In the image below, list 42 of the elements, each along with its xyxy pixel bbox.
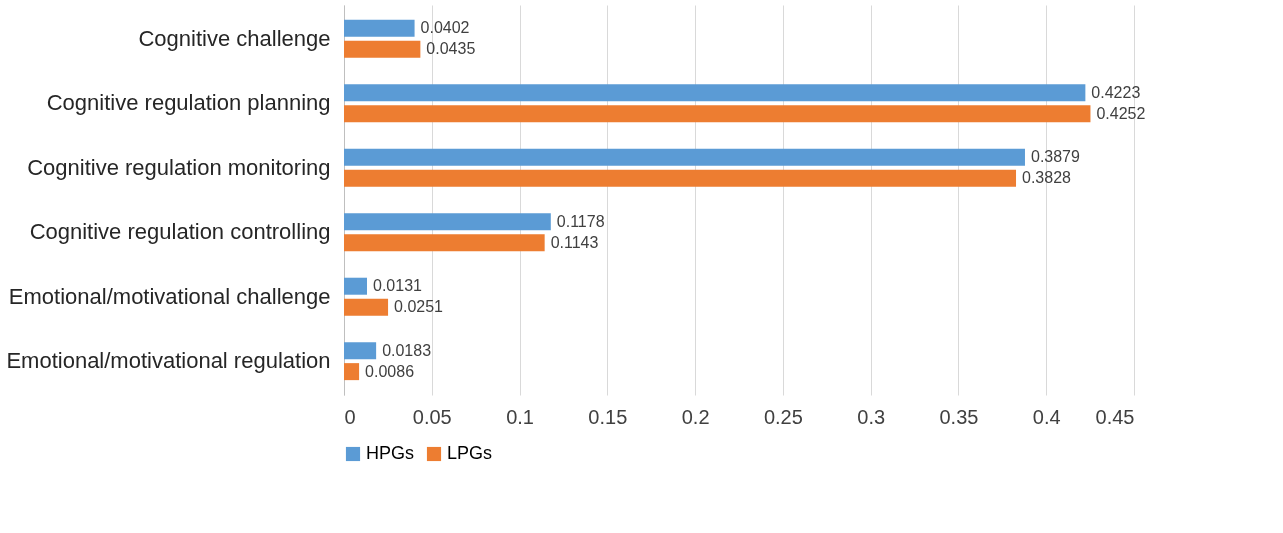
bar	[344, 19, 415, 37]
data-label: 0.3879	[1030, 148, 1081, 166]
x-tick-label: 0.15	[588, 405, 628, 428]
bar	[344, 234, 545, 252]
bar	[344, 298, 389, 316]
y-tick-label: Emotional/motivational regulation	[6, 348, 331, 374]
data-label: 0.3828	[1022, 169, 1072, 187]
bar	[344, 40, 421, 58]
x-tick-label: 0.1	[506, 405, 534, 428]
data-label: 0.0183	[382, 341, 432, 359]
data-label: 0.0435	[426, 40, 476, 58]
y-tick-label: Emotional/motivational challenge	[8, 283, 331, 309]
x-tick-label: 0.35	[939, 405, 979, 428]
x-tick-label: 0.45	[1095, 405, 1135, 428]
bar	[344, 342, 377, 360]
x-tick-label: 0.4	[1032, 405, 1061, 428]
bar	[344, 84, 1086, 102]
data-label: 0.4223	[1091, 83, 1141, 101]
y-tick-label: Cognitive regulation controlling	[29, 219, 331, 245]
data-label: 0.1143	[550, 233, 599, 251]
y-tick-label: Cognitive challenge	[138, 25, 331, 51]
bar	[344, 213, 551, 231]
legend-label: LPGs	[447, 443, 493, 463]
data-label: 0.0086	[365, 362, 415, 380]
x-tick-label: 0.05	[412, 405, 452, 428]
data-label: 0.4252	[1096, 104, 1146, 122]
data-label: 0.0251	[394, 298, 444, 316]
bar	[344, 105, 1091, 123]
y-tick-label: Cognitive regulation planning	[46, 90, 331, 116]
bar	[344, 277, 367, 295]
x-tick-label: 0	[344, 405, 356, 428]
data-label: 0.0402	[420, 19, 470, 37]
bar	[344, 148, 1025, 166]
x-tick-label: 0.25	[763, 405, 803, 428]
bar	[344, 363, 360, 381]
x-tick-label: 0.3	[857, 405, 886, 428]
bar	[344, 169, 1017, 187]
data-label: 0.1178	[556, 212, 605, 230]
data-label: 0.0131	[373, 277, 423, 295]
legend-label: HPGs	[366, 443, 415, 463]
y-tick-label: Cognitive regulation monitoring	[27, 154, 331, 180]
x-tick-label: 0.2	[681, 405, 710, 428]
